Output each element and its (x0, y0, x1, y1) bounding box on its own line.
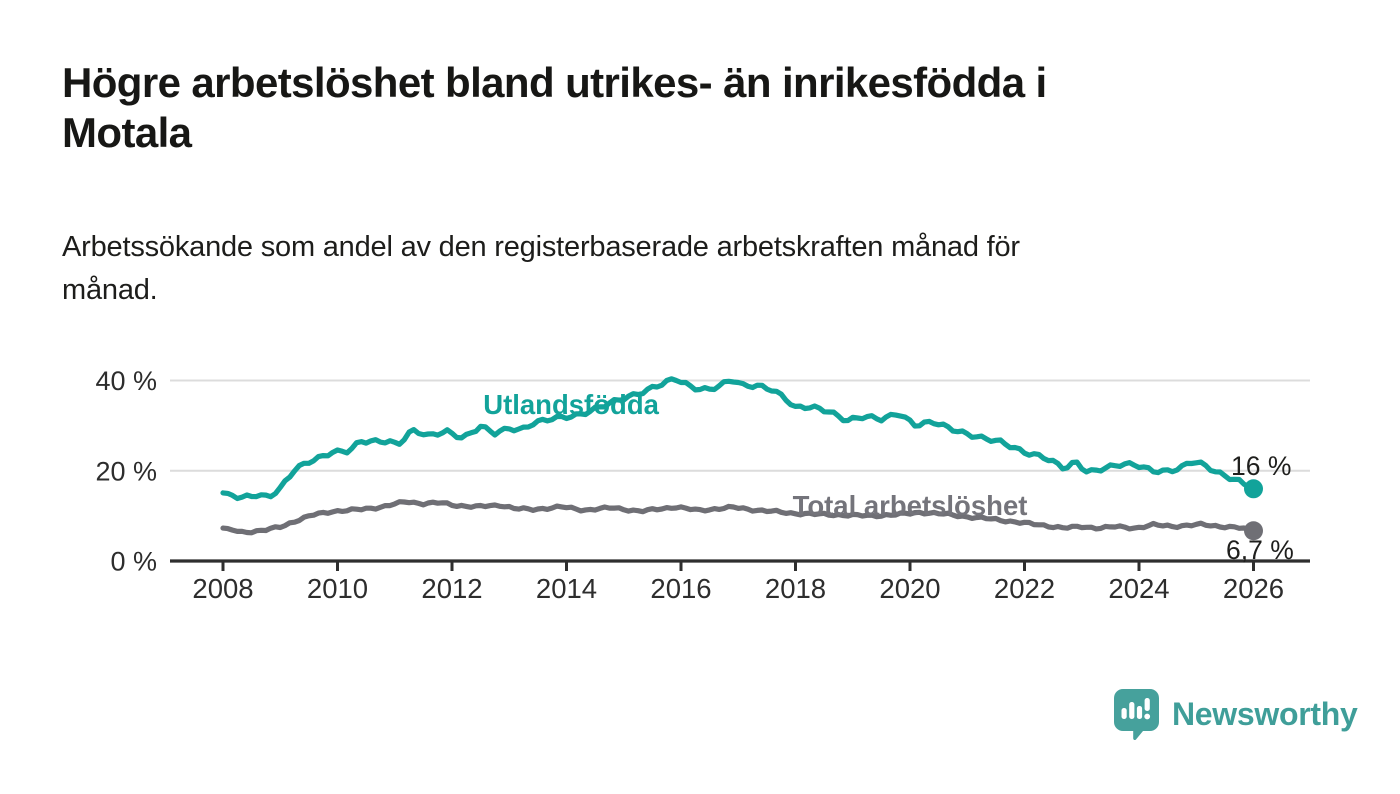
page-title-line-1: Högre arbetslöshet bland utrikes- än inr… (62, 59, 1047, 106)
brand-name: Newsworthy (1172, 695, 1358, 732)
newsworthy-logo-icon (1114, 689, 1159, 740)
x-axis-label-2016: 2016 (650, 573, 711, 604)
series-line-utlandsfodda (220, 376, 1257, 502)
series-line-total (220, 499, 1257, 536)
page-subtitle-line-1: Arbetssökande som andel av den registerb… (62, 231, 1020, 263)
x-axis-label-2024: 2024 (1108, 573, 1169, 604)
y-axis-label-40: 40 % (95, 366, 157, 396)
x-axis-label-2018: 2018 (765, 573, 826, 604)
x-axis-label-2026: 2026 (1223, 573, 1284, 604)
x-axis-label-2010: 2010 (307, 573, 368, 604)
page-title-line-2: Motala (62, 109, 192, 157)
series-end-dot-utlandsfodda (1244, 479, 1263, 499)
page-subtitle: Arbetssökande som andel av den registerb… (62, 226, 1282, 312)
x-axis-label-2008: 2008 (192, 573, 253, 604)
y-axis-label-20: 20 % (95, 456, 157, 486)
series-label-utlandsfodda: Utlandsfödda (483, 389, 659, 420)
end-value-label-total: 6,7 % (1226, 535, 1294, 565)
x-axis-label-2022: 2022 (994, 573, 1055, 604)
x-axis-label-2012: 2012 (421, 573, 482, 604)
brand-footer: Newsworthy (1113, 686, 1358, 742)
series-end-dot-total (1244, 521, 1263, 541)
series-label-total: Total arbetslöshet (793, 490, 1028, 521)
page-subtitle-line-2: månad. (62, 273, 158, 306)
x-axis-label-2020: 2020 (879, 573, 940, 604)
y-axis-label-0: 0 % (110, 547, 157, 577)
end-value-label-utlandsfodda: 16 % (1231, 451, 1291, 481)
x-axis-label-2014: 2014 (536, 573, 597, 604)
page-title: Högre arbetslöshet bland utrikes- än inr… (62, 58, 1322, 159)
